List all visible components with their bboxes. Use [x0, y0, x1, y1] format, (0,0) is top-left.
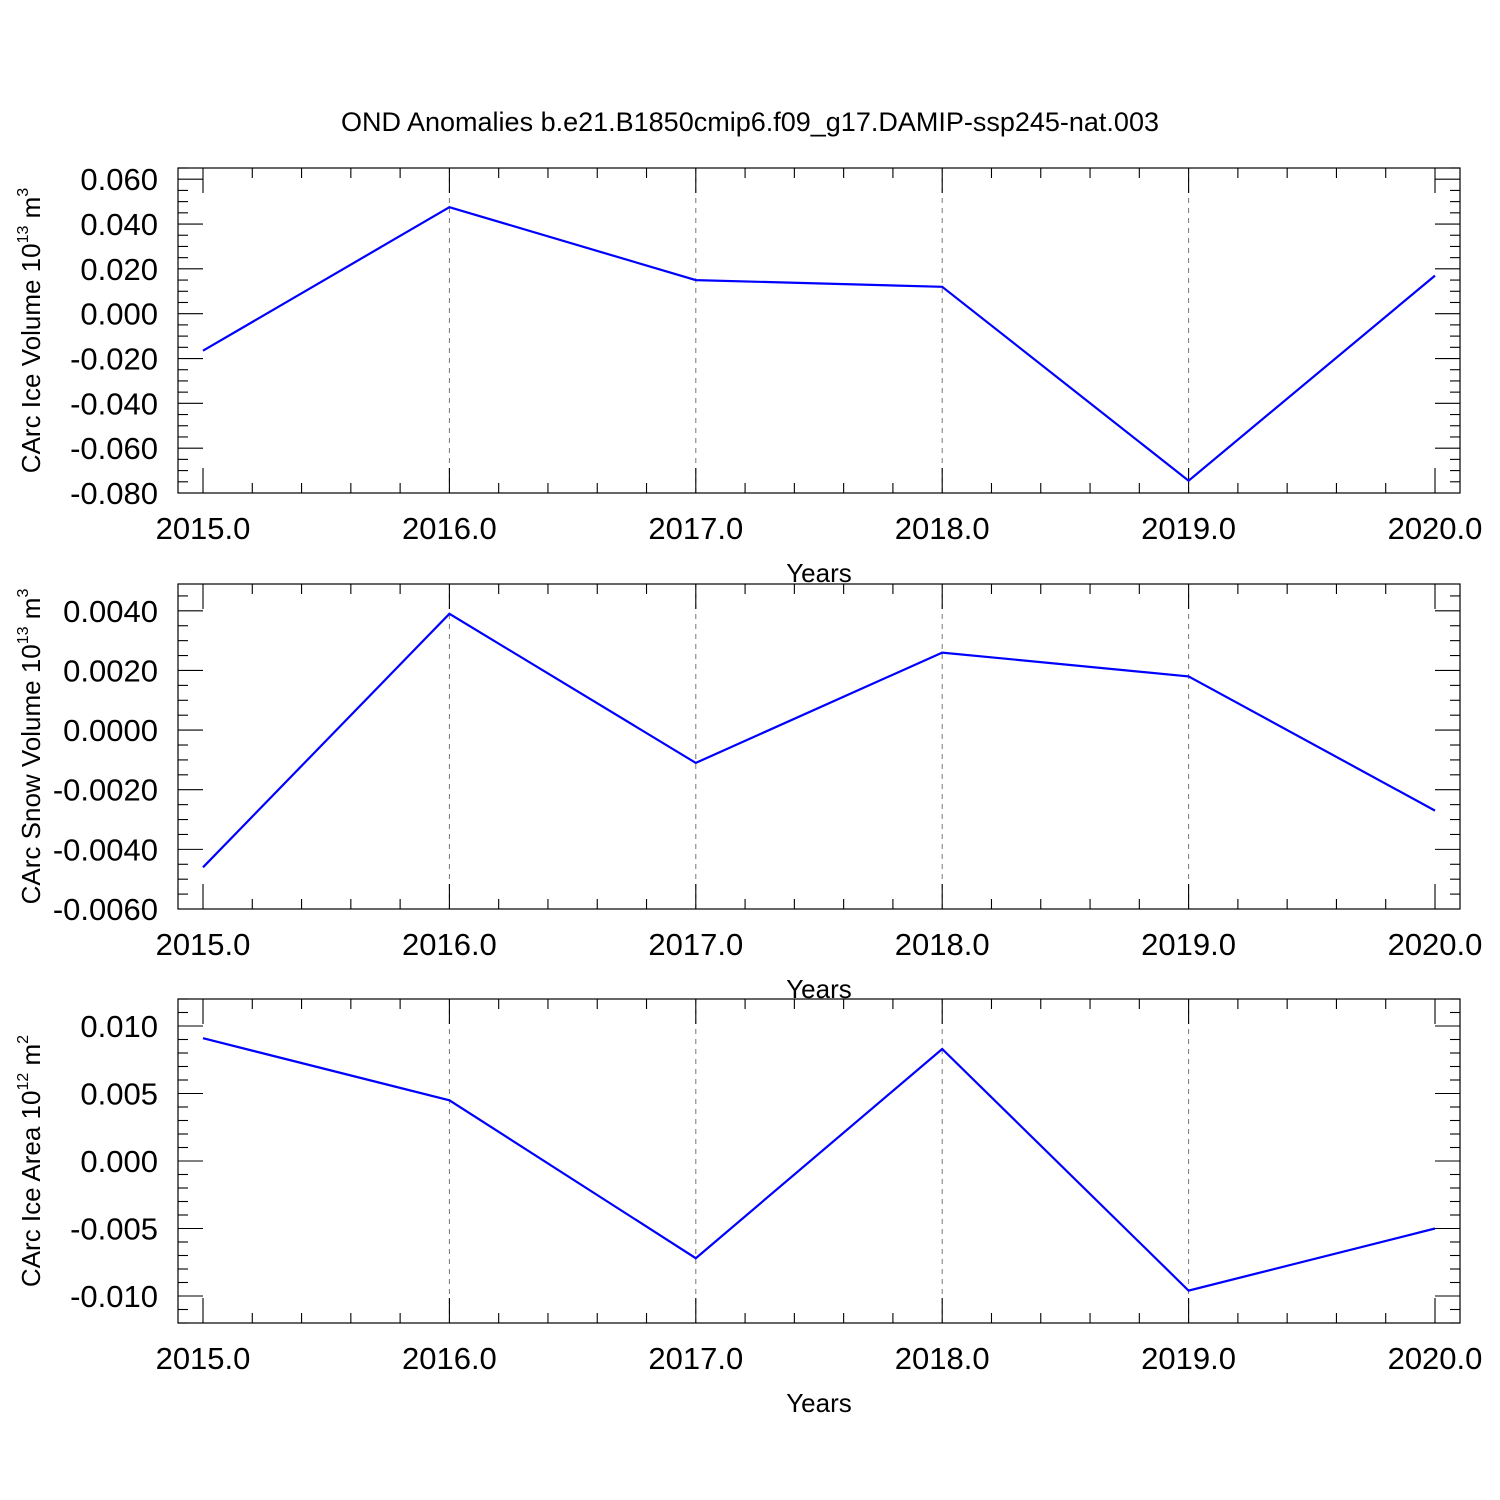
y-axis-label-text: CArc Ice Area 10: [16, 1091, 46, 1288]
y-axis-label: CArc Snow Volume 1013 m3: [15, 589, 46, 905]
x-tick-label: 2020.0: [1388, 511, 1483, 546]
y-tick-label: 0.0020: [63, 653, 158, 688]
y-axis-label-unit: m: [16, 598, 46, 627]
y-axis-label-exponent: 13: [15, 226, 32, 244]
y-tick-label: -0.010: [70, 1279, 158, 1314]
y-axis-label-unit-exponent: 3: [15, 589, 32, 598]
y-tick-label: -0.0020: [53, 773, 158, 808]
x-tick-label: 2020.0: [1388, 927, 1483, 962]
x-tick-label: 2015.0: [156, 1341, 251, 1376]
y-tick-label: -0.080: [70, 476, 158, 511]
y-tick-label: 0.000: [80, 297, 158, 332]
x-tick-label: 2017.0: [648, 927, 743, 962]
y-tick-label: 0.020: [80, 252, 158, 287]
y-tick-label: -0.060: [70, 431, 158, 466]
chart-panel-1: -0.080 -0.060 -0.040 -0.020 0.000 0.020 0.040 0…: [15, 162, 1482, 588]
y-axis-label-exponent: 12: [15, 1073, 32, 1091]
x-tick-label: 2018.0: [895, 511, 990, 546]
y-axis-label: CArc Ice Area 1012 m2: [15, 1035, 46, 1287]
y-tick-label: -0.020: [70, 342, 158, 377]
x-tick-label: 2016.0: [402, 511, 497, 546]
x-tick-label: 2019.0: [1141, 927, 1236, 962]
x-tick-label: 2018.0: [895, 927, 990, 962]
y-tick-label: 0.005: [80, 1077, 158, 1112]
y-tick-label: 0.040: [80, 207, 158, 242]
series-line-1: [202, 1037, 1436, 1292]
y-tick-label: 0.0000: [63, 713, 158, 748]
y-axis-label-unit: m: [16, 197, 46, 226]
plot-frame: [177, 167, 1461, 494]
y-tick-label: -0.040: [70, 386, 158, 421]
series-line-1: [202, 612, 1436, 869]
x-tick-label: 2016.0: [402, 927, 497, 962]
y-tick-label: 0.0040: [63, 594, 158, 629]
panels: -0.080 -0.060 -0.040 -0.020 0.000 0.020 0.040 0…: [15, 162, 1482, 1418]
y-axis-label-exponent: 13: [15, 626, 32, 644]
chart-panel-3: -0.010 -0.005 0.000 0.005 0.010 2015.0 2016.0 2…: [15, 998, 1483, 1418]
x-axis-label: Years: [786, 558, 852, 588]
x-tick-label: 2017.0: [648, 511, 743, 546]
y-axis-label-unit-exponent: 3: [15, 188, 32, 197]
y-axis-label-unit: m: [16, 1044, 46, 1073]
y-tick-label: 0.010: [80, 1009, 158, 1044]
y-axis-label-text: CArc Ice Volume 10: [16, 243, 46, 473]
plot-frame: [177, 583, 1461, 910]
x-tick-label: 2019.0: [1141, 511, 1236, 546]
x-tick-label: 2015.0: [156, 511, 251, 546]
y-axis-label-text: CArc Snow Volume 10: [16, 644, 46, 904]
chart-title: OND Anomalies b.e21.B1850cmip6.f09_g17.D…: [341, 107, 1159, 137]
x-axis-label: Years: [786, 1388, 852, 1418]
x-tick-label: 2019.0: [1141, 1341, 1236, 1376]
x-tick-label: 2017.0: [648, 1341, 743, 1376]
x-tick-label: 2015.0: [156, 927, 251, 962]
series-line-1: [202, 206, 1436, 483]
y-tick-label: -0.0040: [53, 832, 158, 867]
x-tick-label: 2018.0: [895, 1341, 990, 1376]
y-axis-label: CArc Ice Volume 1013 m3: [15, 188, 46, 473]
chart-panel-2: -0.0060 -0.0040 -0.0020 0.0000 0.0020 0.0040 2…: [15, 583, 1483, 1004]
y-axis-label-unit-exponent: 2: [15, 1035, 32, 1044]
plot-frame: [177, 998, 1461, 1324]
x-tick-label: 2016.0: [402, 1341, 497, 1376]
y-tick-label: -0.0060: [53, 892, 158, 927]
y-tick-label: -0.005: [70, 1212, 158, 1247]
y-tick-label: 0.060: [80, 162, 158, 197]
y-tick-label: 0.000: [80, 1144, 158, 1179]
x-tick-label: 2020.0: [1388, 1341, 1483, 1376]
